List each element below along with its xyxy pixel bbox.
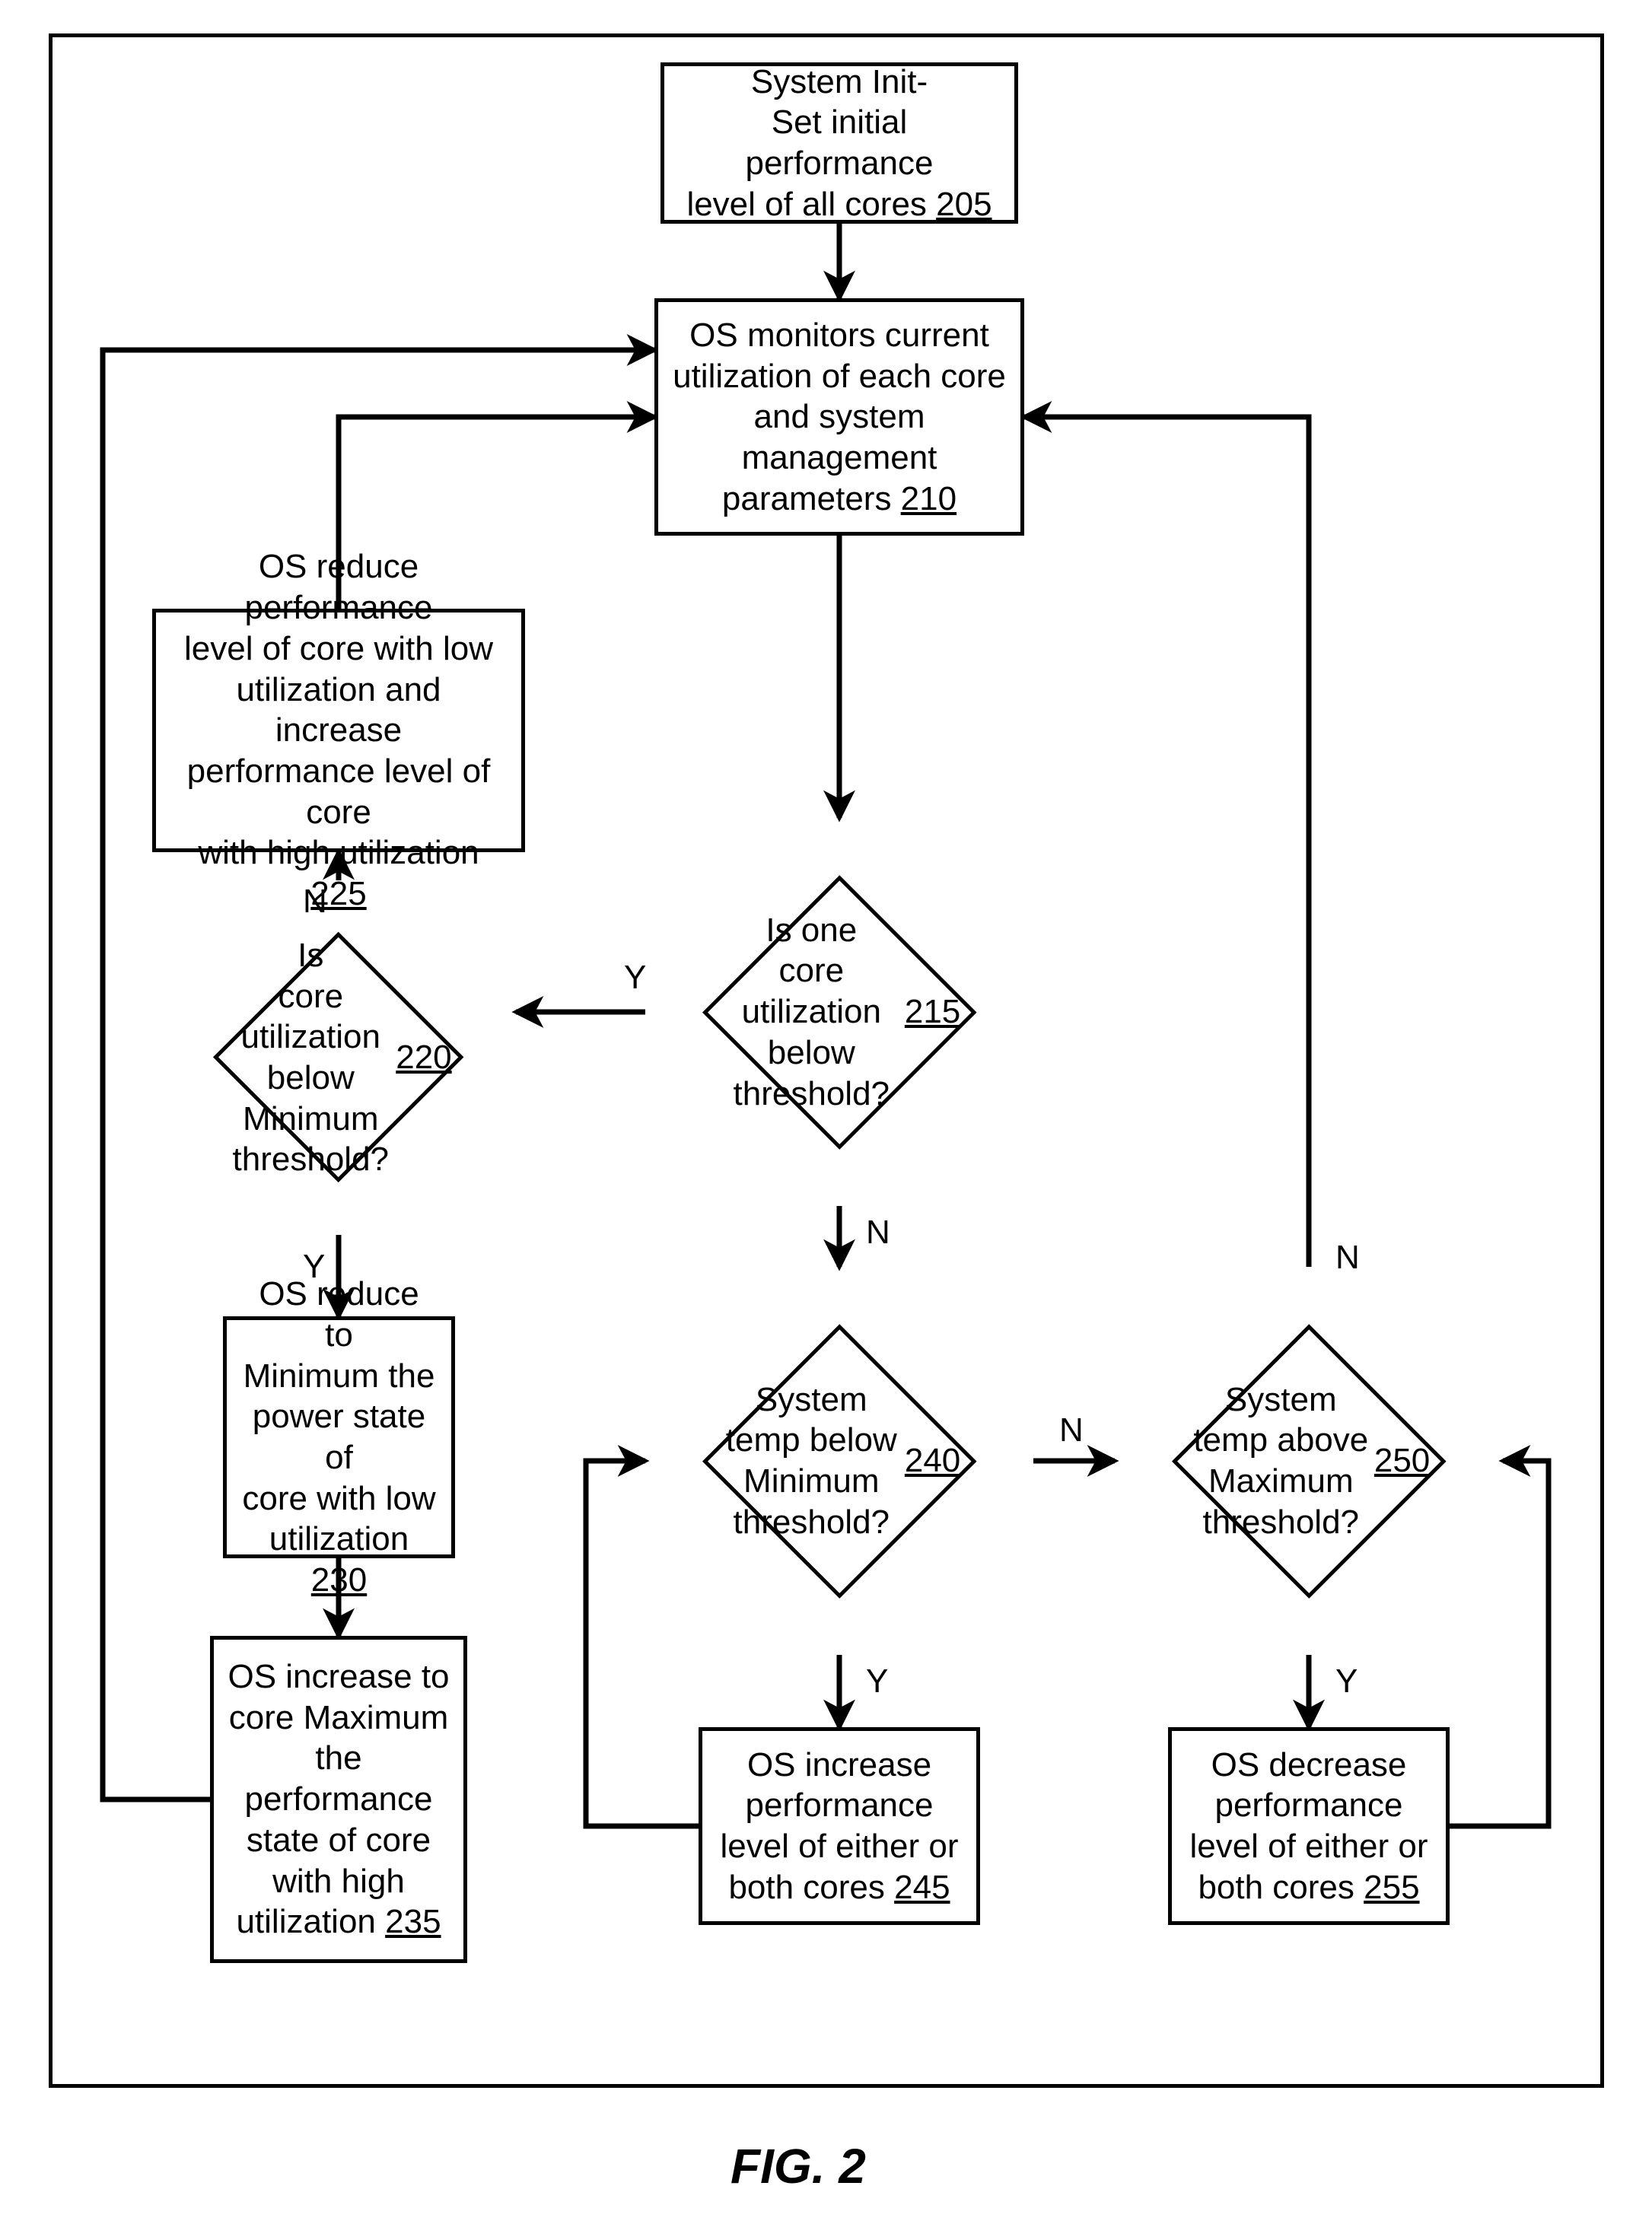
node-text: Iscore utilizationbelow Minimumthreshold… (219, 969, 457, 1146)
decision-240: Systemtemp below Minimumthreshold?240 (743, 1364, 937, 1558)
node-text: OS increaseperformancelevel of either or… (720, 1745, 958, 1908)
node-text: Systemtemp above Maximumthreshold?250 (1182, 1364, 1437, 1558)
figure-caption: FIG. 2 (731, 2138, 866, 2194)
node-text: OS monitors currentutilization of each c… (673, 315, 1006, 519)
edge-label-e220_230_Y: Y (303, 1248, 325, 1286)
flowchart-page: System Init-Set initial performancelevel… (0, 0, 1652, 2240)
decision-215: Is onecore utilizationbelow threshold?21… (743, 915, 937, 1109)
process-box-205: System Init-Set initial performancelevel… (660, 62, 1018, 224)
process-box-210: OS monitors currentutilization of each c… (654, 298, 1024, 536)
edge-label-e220_225_N: N (303, 883, 327, 921)
node-text: OS reduce toMinimum thepower state ofcor… (240, 1274, 438, 1600)
node-text: System Init-Set initial performancelevel… (678, 62, 1001, 225)
process-box-225: OS reduce performancelevel of core with … (152, 609, 525, 852)
node-text: OS reduce performancelevel of core with … (170, 546, 508, 914)
node-text: Is onecore utilizationbelow threshold?21… (712, 915, 967, 1109)
process-box-235: OS increase tocore Maximumtheperformance… (210, 1636, 467, 1963)
edge-label-e215_240_N: N (866, 1214, 890, 1252)
decision-220: Iscore utilizationbelow Minimumthreshold… (250, 969, 427, 1146)
edge-label-e215_220_Y: Y (624, 959, 646, 997)
edge-label-e250_255_Y: Y (1335, 1662, 1358, 1701)
node-text: Systemtemp below Minimumthreshold?240 (712, 1364, 967, 1558)
node-text: OS decreaseperformancelevel of either or… (1189, 1745, 1428, 1908)
edge-label-e240_245_Y: Y (866, 1662, 888, 1701)
edge-label-e240_250_N: N (1059, 1411, 1084, 1449)
process-box-230: OS reduce toMinimum thepower state ofcor… (223, 1316, 455, 1558)
process-box-245: OS increaseperformancelevel of either or… (699, 1727, 980, 1925)
edge-label-e250_210_N: N (1335, 1239, 1360, 1277)
decision-250: Systemtemp above Maximumthreshold?250 (1212, 1364, 1406, 1558)
node-text: OS increase tocore Maximumtheperformance… (228, 1656, 449, 1943)
process-box-255: OS decreaseperformancelevel of either or… (1168, 1727, 1450, 1925)
